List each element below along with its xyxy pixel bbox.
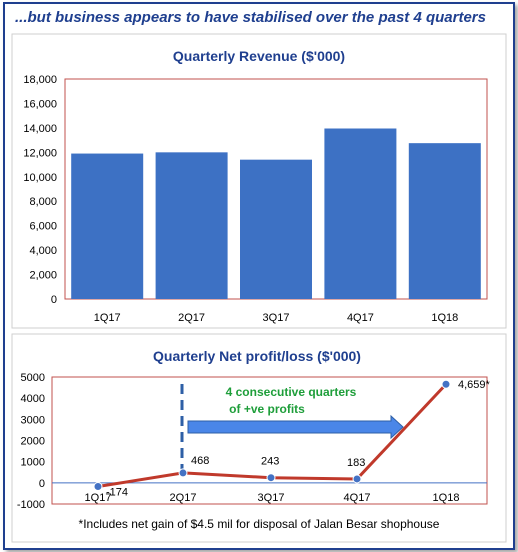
profit-x-tick-label: 4Q17 — [344, 492, 371, 504]
profit-x-tick-label: 3Q17 — [258, 492, 285, 504]
revenue-y-tick-label: 12,000 — [23, 147, 57, 159]
profit-plot-area — [51, 376, 488, 505]
revenue-y-tick-label: 16,000 — [23, 98, 57, 110]
revenue-y-tick-label: 6,000 — [29, 221, 57, 233]
profit-point — [352, 474, 362, 484]
revenue-chart-title: Quarterly Revenue ($'000) — [173, 48, 345, 64]
annotation-line-1: 4 consecutive quarters — [226, 385, 357, 399]
profit-streak-arrow — [187, 414, 404, 440]
banner-title: ...but business appears to have stabilis… — [15, 9, 486, 26]
profit-y-tick-label: 2000 — [21, 436, 45, 448]
revenue-x-tick-label: 1Q18 — [431, 312, 458, 324]
profit-point — [178, 468, 188, 478]
revenue-bar — [324, 128, 397, 299]
revenue-y-tick-label: 14,000 — [23, 123, 57, 135]
profit-data-label: -174 — [106, 487, 128, 499]
profit-data-label: 468 — [191, 455, 209, 467]
revenue-y-tick-label: 8,000 — [29, 196, 57, 208]
profit-y-tick-label: 1000 — [21, 457, 45, 469]
revenue-y-tick-label: 0 — [51, 294, 57, 306]
profit-point — [266, 473, 276, 483]
revenue-bar — [155, 152, 228, 299]
profit-x-tick-label: 1Q17 — [85, 492, 112, 504]
annotation-line-2: of +ve profits — [229, 402, 305, 416]
revenue-y-tick-label: 2,000 — [29, 270, 57, 282]
profit-data-label: 243 — [261, 456, 279, 468]
revenue-x-tick-label: 4Q17 — [347, 312, 374, 324]
revenue-bar — [71, 153, 144, 299]
profit-y-tick-label: 4000 — [21, 393, 45, 405]
profit-x-tick-label: 1Q18 — [433, 492, 460, 504]
revenue-x-tick-label: 1Q17 — [94, 312, 121, 324]
charts-canvas: Quarterly Revenue ($'000) 0 2,000 4,000 6,0… — [11, 33, 507, 543]
profit-chart-title: Quarterly Net profit/loss ($'000) — [153, 348, 361, 364]
profit-y-tick-label: 0 — [39, 478, 45, 490]
revenue-y-tick-label: 4,000 — [29, 245, 57, 257]
profit-y-tick-label: 3000 — [21, 414, 45, 426]
banner: ...but business appears to have stabilis… — [5, 4, 513, 32]
footnote: *Includes net gain of $4.5 mil for dispo… — [79, 517, 440, 531]
profit-x-tick-label: 2Q17 — [170, 492, 197, 504]
profit-y-tick-label: 5000 — [21, 372, 45, 384]
profit-y-tick-label: -1000 — [17, 499, 45, 511]
slide-frame: ...but business appears to have stabilis… — [3, 2, 515, 550]
profit-point — [93, 482, 103, 492]
revenue-y-tick-label: 10,000 — [23, 172, 57, 184]
revenue-x-tick-label: 2Q17 — [178, 312, 205, 324]
revenue-y-tick-label: 18,000 — [23, 74, 57, 86]
revenue-bar — [408, 143, 481, 299]
profit-data-label: 183 — [347, 457, 365, 469]
profit-point — [441, 379, 451, 389]
profit-panel — [11, 333, 507, 543]
revenue-x-tick-label: 3Q17 — [263, 312, 290, 324]
profit-data-label: 4,659* — [458, 379, 491, 391]
revenue-bar — [240, 159, 312, 299]
